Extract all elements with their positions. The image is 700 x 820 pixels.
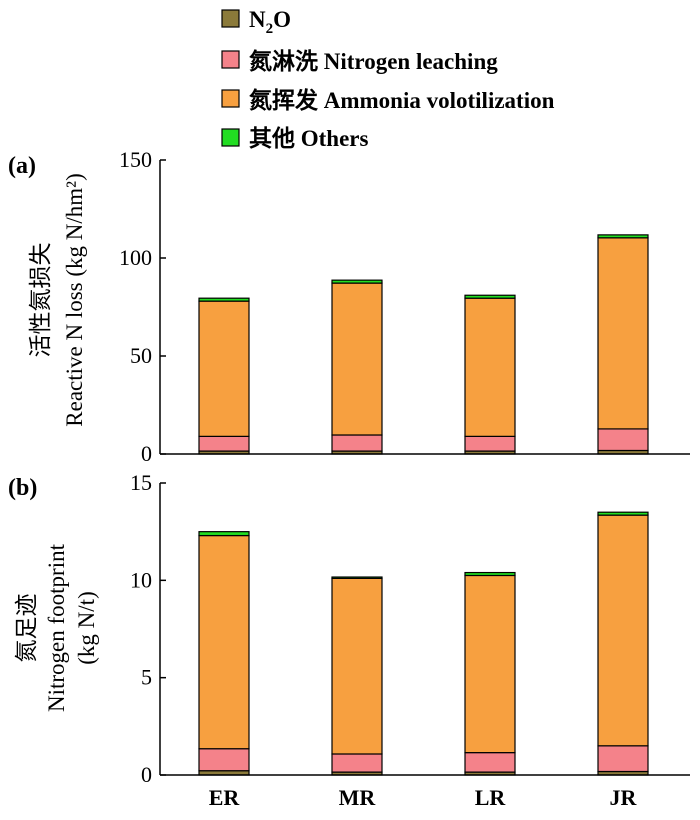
panel-b-bar-ER-volatilization: [198, 534, 250, 750]
panel-a-bars: [198, 234, 649, 455]
panel-b-bar-LR-others: [464, 571, 516, 577]
panel-a-bar-JR-others: [597, 234, 649, 239]
legend-label-leaching: 氮淋洗 Nitrogen leaching: [249, 49, 498, 74]
legend: N2O 氮淋洗 Nitrogen leaching 氮挥发 Ammonia vo…: [221, 7, 555, 151]
legend-swatch-n2o: [221, 9, 240, 28]
x-label-MR: MR: [339, 785, 377, 810]
panel-b-label: (b): [8, 475, 37, 501]
panel-b-bar-JR-leaching: [597, 745, 649, 773]
legend-swatch-volatilization: [221, 89, 240, 108]
panel-b-ytick-label-1: 5: [141, 665, 152, 690]
panel-a-bar-ER-volatilization: [198, 300, 250, 437]
legend-swatch-others: [221, 128, 240, 147]
x-label-LR: LR: [475, 785, 507, 810]
panel-b-ylabel: 氮足迹 Nitrogen footprint (kg N/t): [14, 543, 99, 712]
panel-a-bar-ER-leaching: [198, 435, 250, 452]
panel-b-ylabel-line2: Nitrogen footprint: [44, 543, 69, 712]
x-category-labels: ER MR LR JR: [209, 785, 638, 810]
x-label-JR: JR: [610, 785, 638, 810]
panel-b-bar-ER-leaching: [198, 748, 250, 772]
panel-a-bar-LR-volatilization: [464, 297, 516, 437]
legend-item-n2o: N2O: [221, 7, 291, 37]
panel-a-ytick-label-1: 50: [130, 343, 152, 368]
panel-b-ylabel-line3: (kg N/t): [74, 591, 99, 664]
legend-label-others: 其他 Others: [249, 126, 369, 151]
panel-a-bar-ER-others: [198, 297, 250, 302]
panel-b-bar-LR-leaching: [464, 752, 516, 773]
panel-b-bar-JR-volatilization: [597, 514, 649, 747]
panel-a-bar-MR-others: [331, 279, 383, 284]
panel-a: (a) 活性氮损失 Reactive N loss (kg N/hm²) 0 50…: [8, 147, 690, 466]
panel-a-ytick-label-3: 150: [119, 147, 152, 172]
panel-a-ylabel-line1: 活性氮损失: [28, 243, 53, 358]
legend-label-volatilization: 氮挥发 Ammonia volotilization: [249, 87, 555, 113]
legend-swatch-leaching: [221, 50, 240, 69]
panel-b: (b) 氮足迹 Nitrogen footprint (kg N/t) 0 5 10…: [8, 470, 690, 810]
panel-a-bar-LR-others: [464, 294, 516, 299]
legend-item-volatilization: 氮挥发 Ammonia volotilization: [221, 87, 555, 113]
legend-label-n2o: N2O: [249, 7, 291, 37]
panel-b-ytick-label-2: 10: [130, 567, 152, 592]
panel-b-bars: [198, 511, 649, 776]
panel-b-ytick-label-3: 15: [130, 470, 152, 495]
legend-item-others: 其他 Others: [221, 126, 369, 151]
x-label-ER: ER: [209, 785, 241, 810]
panel-a-bar-JR-volatilization: [597, 237, 649, 430]
panel-a-bar-JR-leaching: [597, 428, 649, 452]
panel-a-bar-MR-volatilization: [331, 282, 383, 436]
panel-b-bar-MR-others: [331, 576, 383, 579]
panel-b-bar-JR-others: [597, 511, 649, 516]
panel-b-ylabel-line1: 氮足迹: [14, 594, 39, 663]
panel-a-bar-LR-leaching: [464, 435, 516, 452]
legend-item-leaching: 氮淋洗 Nitrogen leaching: [221, 49, 498, 74]
panel-a-ytick-label-2: 100: [119, 245, 152, 270]
panel-a-label: (a): [8, 153, 36, 179]
panel-b-ytick-label-0: 0: [141, 762, 152, 787]
panel-a-ytick-label-0: 0: [141, 441, 152, 466]
panel-b-bar-MR-leaching: [331, 753, 383, 773]
panel-b-bar-MR-volatilization: [331, 577, 383, 755]
panel-b-bar-LR-volatilization: [464, 574, 516, 754]
panel-a-ylabel: 活性氮损失 Reactive N loss (kg N/hm²): [28, 173, 87, 426]
panel-a-ylabel-line2: Reactive N loss (kg N/hm²): [62, 173, 87, 426]
panel-b-bar-ER-others: [198, 531, 250, 537]
panel-a-yticks: 0 50 100 150: [119, 147, 166, 466]
panel-a-bar-MR-leaching: [331, 434, 383, 452]
